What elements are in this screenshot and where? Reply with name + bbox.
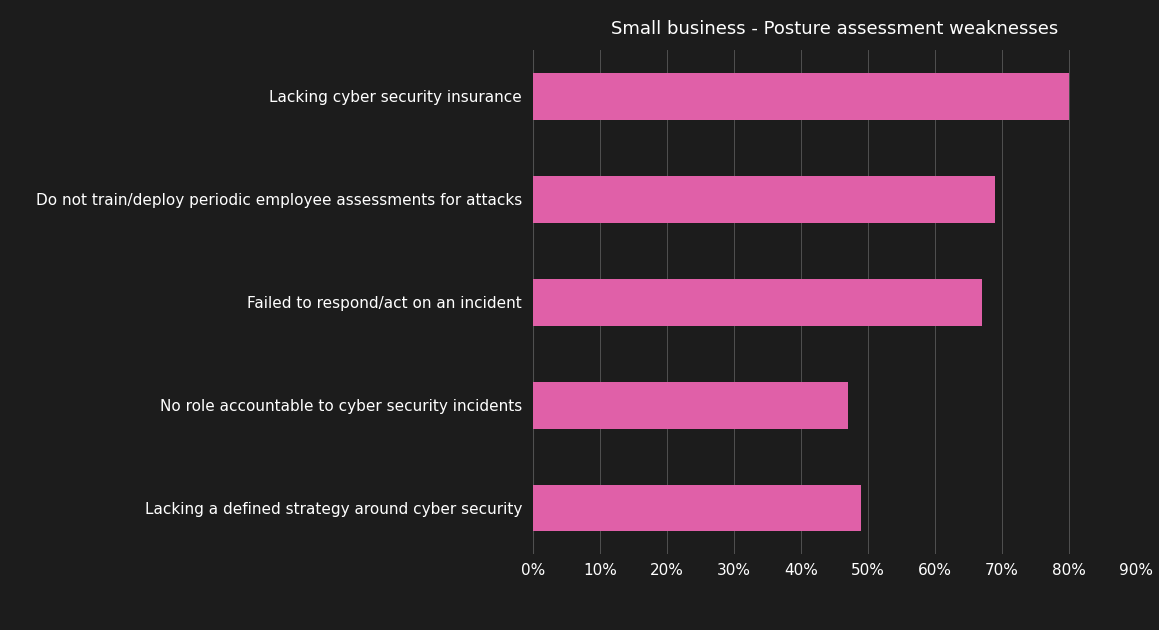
- Title: Small business - Posture assessment weaknesses: Small business - Posture assessment weak…: [611, 20, 1058, 38]
- Bar: [533, 485, 861, 532]
- Bar: [533, 73, 1069, 120]
- Bar: [533, 176, 996, 222]
- Bar: [533, 279, 982, 326]
- Bar: [533, 382, 848, 428]
